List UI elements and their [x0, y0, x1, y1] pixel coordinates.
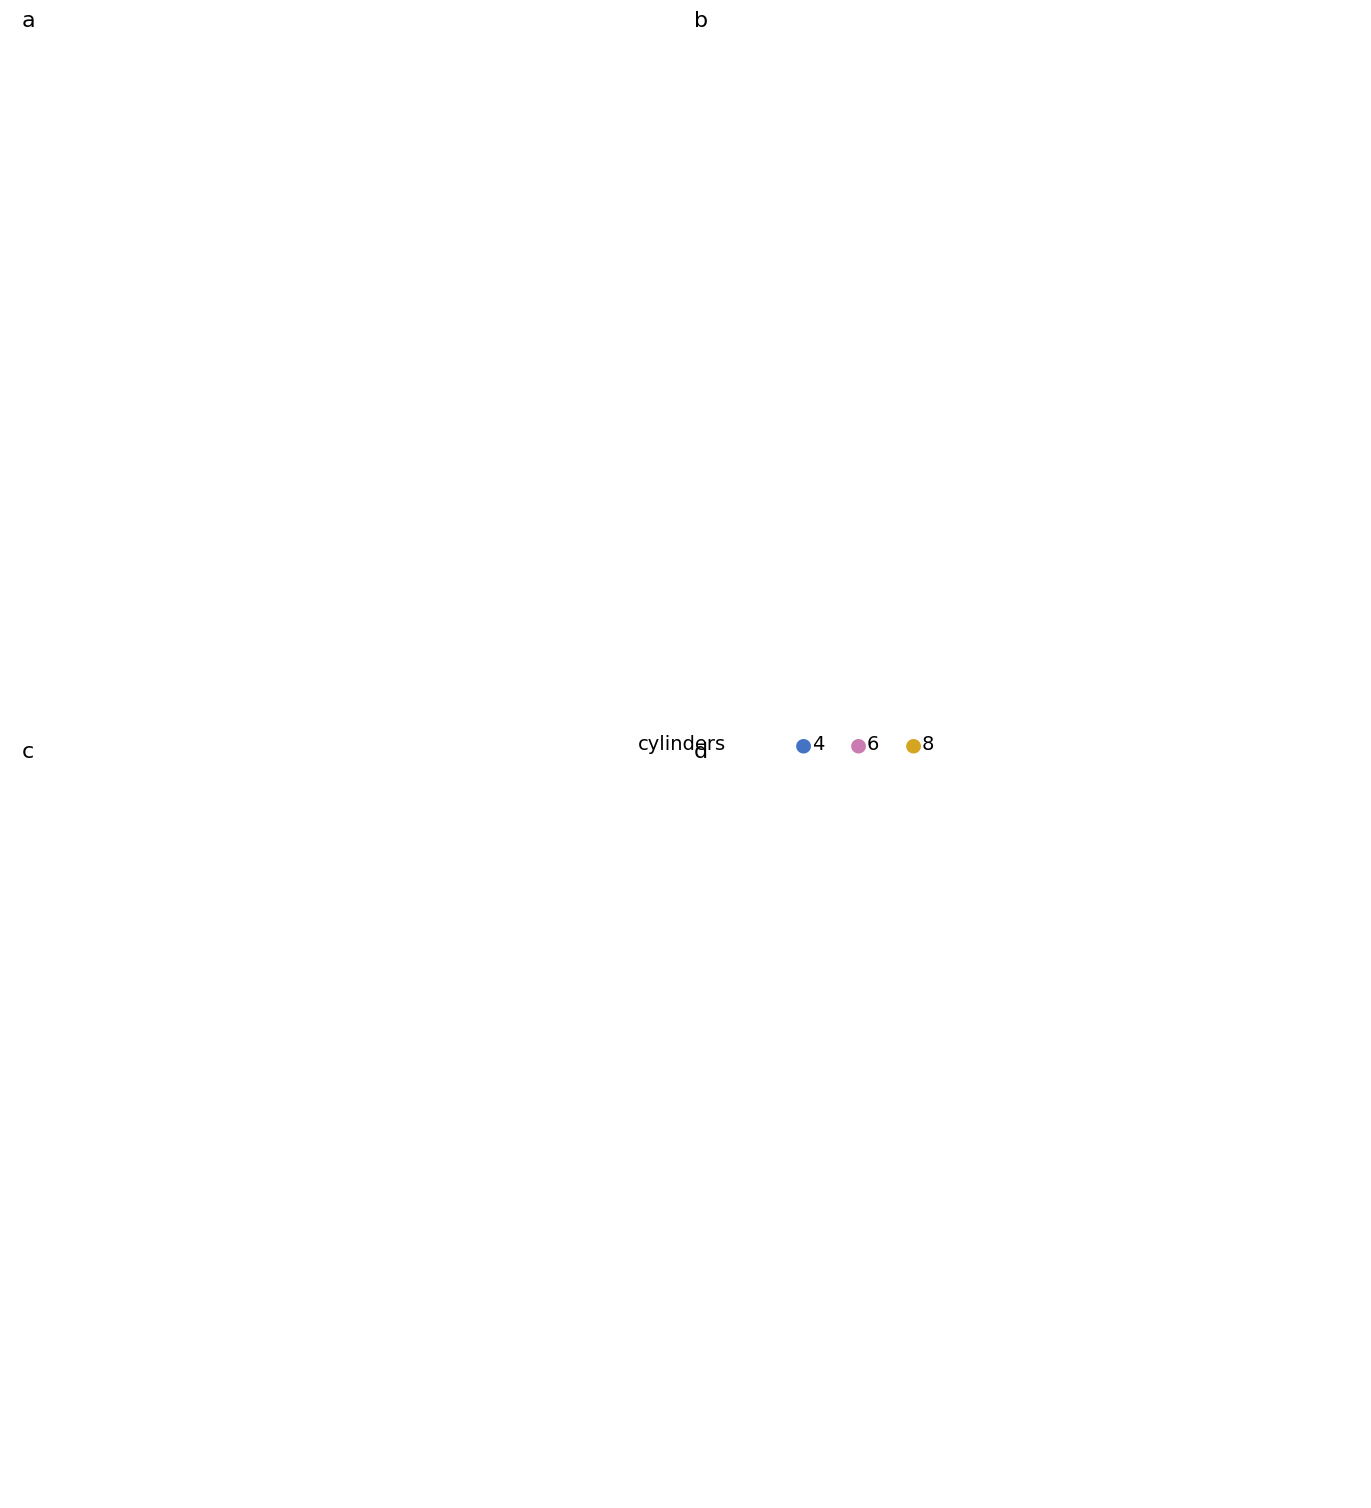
- Text: c: c: [22, 742, 34, 762]
- Text: d: d: [694, 742, 707, 762]
- Text: a: a: [22, 11, 36, 30]
- Text: b: b: [694, 11, 707, 30]
- Text: ●: ●: [905, 736, 921, 754]
- Text: ●: ●: [850, 736, 866, 754]
- Text: 8: 8: [921, 736, 934, 754]
- Text: cylinders: cylinders: [638, 736, 725, 754]
- Text: 6: 6: [866, 736, 879, 754]
- Text: ●: ●: [795, 736, 812, 754]
- Text: 4: 4: [812, 736, 824, 754]
